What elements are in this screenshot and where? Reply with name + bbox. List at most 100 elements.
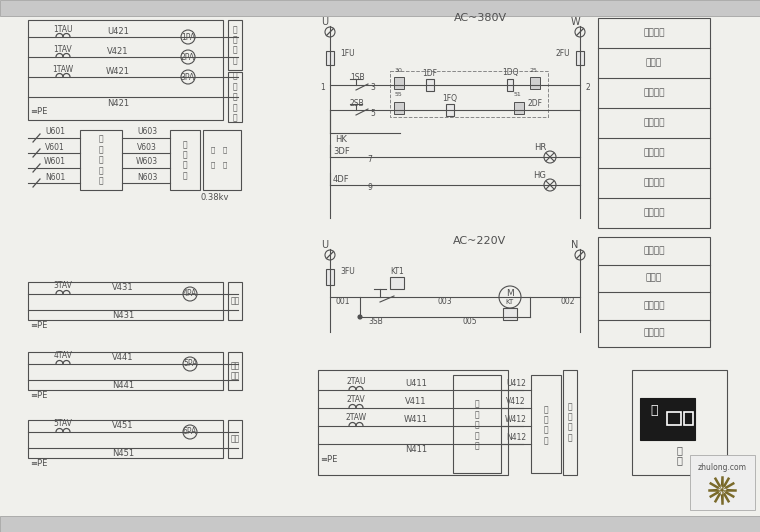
Text: 量: 量	[676, 455, 682, 465]
Bar	[503, 308, 517, 320]
Text: W603: W603	[136, 157, 158, 167]
Text: V421: V421	[107, 47, 128, 56]
Text: 4DF: 4DF	[333, 174, 350, 184]
Text: 1: 1	[320, 82, 325, 92]
Bar	[667, 412, 681, 425]
Text: 5PA: 5PA	[183, 360, 197, 369]
Bar	[530, 77, 540, 89]
Text: 3: 3	[371, 84, 375, 93]
Text: 2TAW: 2TAW	[346, 413, 366, 422]
Text: V411: V411	[405, 397, 427, 406]
Text: KT1: KT1	[390, 267, 404, 276]
Text: AC~380V: AC~380V	[454, 13, 507, 23]
Bar	[28, 20, 223, 120]
Text: U601: U601	[45, 128, 65, 137]
Bar	[507, 79, 513, 91]
Text: HK: HK	[335, 135, 347, 144]
Bar	[514, 102, 524, 114]
Bar	[598, 18, 710, 228]
Text: N431: N431	[112, 312, 134, 320]
Text: 电流
计示: 电流 计示	[230, 361, 239, 381]
Bar	[80, 130, 122, 190]
Text: 4TAV: 4TAV	[53, 352, 72, 361]
Text: 单相: 单相	[230, 296, 239, 305]
Bar	[318, 370, 508, 475]
Bar	[394, 77, 404, 89]
Text: 风泵回路: 风泵回路	[643, 301, 665, 310]
Bar	[446, 104, 454, 116]
Text: 屏: 屏	[223, 162, 227, 168]
Text: 负控分闸: 负控分闸	[643, 148, 665, 157]
Bar	[228, 282, 242, 320]
Text: ≡PE: ≡PE	[30, 392, 47, 401]
Polygon shape	[720, 495, 724, 503]
Text: 合闸回路: 合闸回路	[643, 88, 665, 97]
Bar	[28, 420, 223, 458]
Text: 分闸回路: 分闸回路	[643, 119, 665, 128]
Text: N451: N451	[112, 450, 134, 459]
Bar	[326, 269, 334, 285]
Text: ≡PE: ≡PE	[30, 321, 47, 330]
Text: W601: W601	[44, 157, 66, 167]
Bar	[640, 398, 695, 440]
Bar	[228, 72, 242, 122]
Text: 3DF: 3DF	[333, 146, 350, 155]
Text: 能: 能	[223, 147, 227, 153]
Bar	[563, 370, 577, 475]
Text: 1TAV: 1TAV	[54, 45, 72, 54]
Text: 002: 002	[560, 297, 575, 306]
Text: 同期: 同期	[230, 435, 239, 444]
Bar	[684, 412, 693, 425]
Text: W412: W412	[505, 414, 527, 423]
Text: 3FU: 3FU	[340, 268, 355, 277]
Text: 熔断器: 熔断器	[646, 274, 662, 282]
Text: 合闸指示: 合闸指示	[643, 179, 665, 187]
Text: 55: 55	[394, 93, 402, 97]
Bar	[228, 352, 242, 390]
Text: U421: U421	[107, 28, 129, 37]
Text: 5: 5	[371, 109, 375, 118]
Text: 1PA: 1PA	[181, 32, 195, 41]
Text: 3SB: 3SB	[368, 318, 383, 327]
Bar	[632, 370, 727, 475]
Text: 005: 005	[463, 318, 477, 327]
Text: 表: 表	[211, 162, 215, 168]
Text: 003: 003	[438, 297, 452, 306]
Text: 计: 计	[676, 445, 682, 455]
Text: 1FU: 1FU	[340, 48, 355, 57]
Text: 2DF: 2DF	[527, 98, 542, 107]
Text: 2PA: 2PA	[181, 53, 195, 62]
Bar	[690, 455, 755, 510]
Bar	[390, 71, 548, 117]
Text: N601: N601	[45, 172, 65, 181]
Bar	[228, 420, 242, 458]
Text: 电: 电	[651, 403, 657, 417]
Text: zhulong.com: zhulong.com	[698, 463, 746, 472]
Text: 4PA: 4PA	[183, 289, 197, 298]
Bar	[28, 352, 223, 390]
Circle shape	[358, 315, 362, 319]
Text: 1TAU: 1TAU	[53, 24, 73, 34]
Bar	[326, 51, 334, 65]
Text: 9: 9	[368, 184, 372, 193]
Text: V601: V601	[45, 143, 65, 152]
Text: U: U	[321, 17, 328, 27]
Text: ≡PE: ≡PE	[30, 460, 47, 469]
Text: 2SB: 2SB	[350, 98, 365, 107]
Bar	[170, 130, 200, 190]
Text: 7: 7	[368, 155, 372, 164]
Text: ≡PE: ≡PE	[320, 455, 337, 464]
Text: 分闸指示: 分闸指示	[643, 209, 665, 218]
Text: 3PA: 3PA	[181, 72, 195, 81]
Bar	[0, 516, 760, 532]
Text: W: W	[570, 17, 580, 27]
Bar	[228, 20, 242, 70]
Text: U411: U411	[405, 379, 427, 388]
Text: W411: W411	[404, 415, 428, 425]
Text: V431: V431	[112, 282, 134, 292]
Text: N441: N441	[112, 381, 134, 390]
Text: N421: N421	[107, 98, 129, 107]
Text: 计
量
卡
表: 计 量 卡 表	[568, 402, 572, 442]
Bar	[28, 282, 223, 320]
Text: N: N	[572, 240, 578, 250]
